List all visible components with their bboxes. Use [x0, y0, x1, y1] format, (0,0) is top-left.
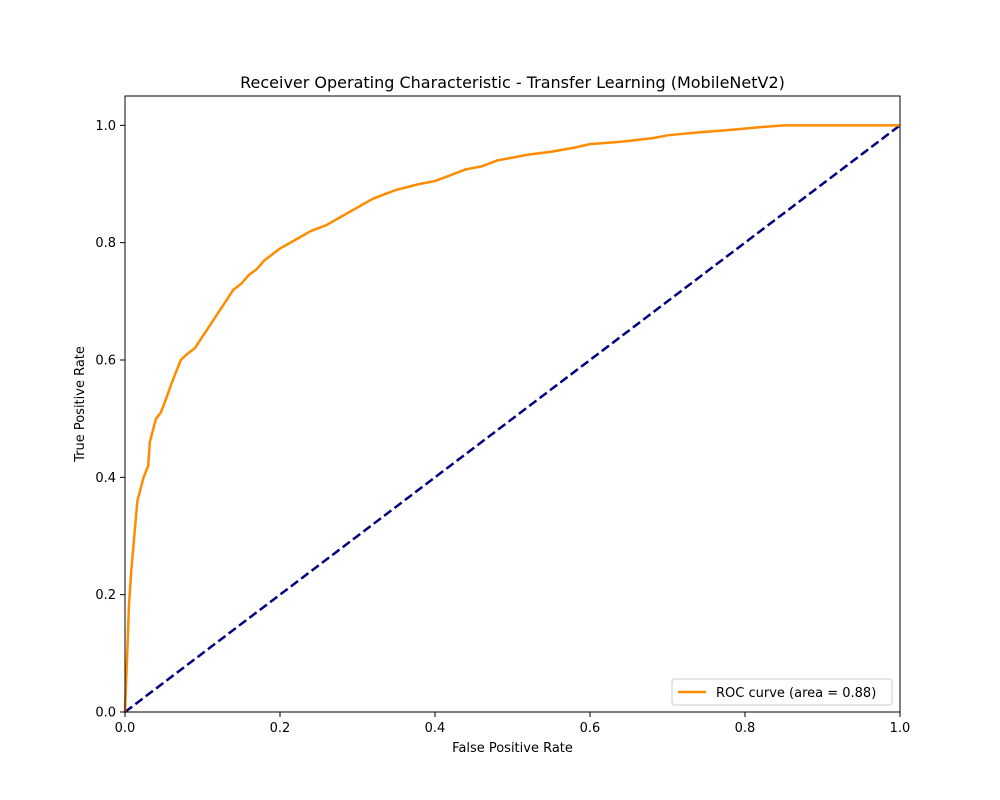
- series-chance-diagonal: [124, 124, 901, 713]
- x-tick-label: 1.0: [890, 721, 911, 736]
- x-axis-ticks: 0.0 0.2 0.4 0.6 0.8 1.0: [115, 712, 911, 736]
- y-axis-ticks: 0.0 0.2 0.4 0.6 0.8 1.0: [95, 119, 125, 721]
- chart-title: Receiver Operating Characteristic - Tran…: [240, 73, 785, 92]
- x-tick-label: 0.0: [115, 721, 136, 736]
- y-tick-label: 0.8: [95, 236, 116, 251]
- x-tick-label: 0.8: [735, 721, 756, 736]
- x-tick-label: 0.6: [580, 721, 601, 736]
- series-roc-curve: [123, 124, 900, 713]
- plot-background: [125, 96, 900, 712]
- legend-box: [671, 678, 893, 706]
- y-axis-label: True Positive Rate: [73, 346, 88, 463]
- y-tick-label: 0.6: [95, 354, 116, 369]
- y-tick-label: 0.4: [95, 471, 116, 486]
- legend: ROC curve (area = 0.88): [671, 678, 893, 706]
- x-axis-label: False Positive Rate: [452, 741, 573, 756]
- legend-entry-roc-curve: ROC curve (area = 0.88): [716, 686, 876, 701]
- x-tick-label: 0.2: [270, 721, 291, 736]
- plot-frame: [124, 95, 901, 713]
- series-layer: [123, 124, 901, 713]
- plot-area: [123, 95, 901, 713]
- y-tick-label: 0.0: [95, 706, 116, 721]
- x-tick-label: 0.4: [425, 721, 446, 736]
- y-tick-label: 1.0: [95, 119, 116, 134]
- y-tick-label: 0.2: [95, 588, 116, 603]
